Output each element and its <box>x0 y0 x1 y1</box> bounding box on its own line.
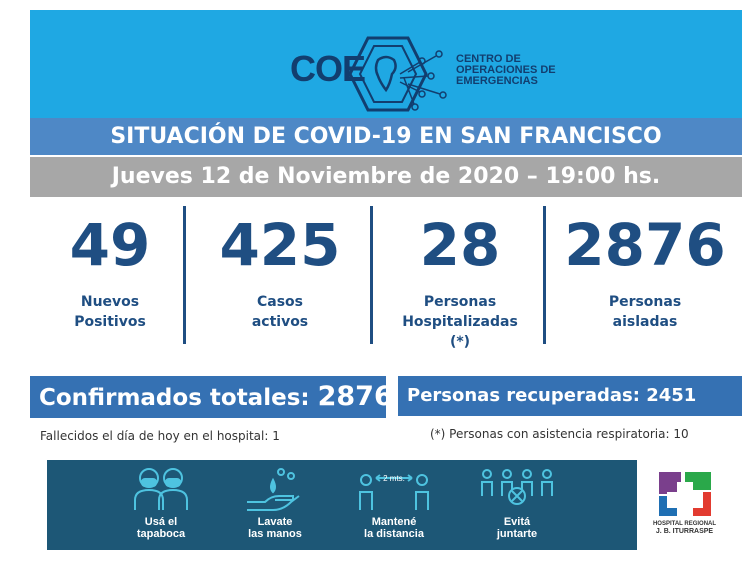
stat-label: Nuevos Positivos <box>40 292 180 332</box>
stat-label-line-1: Casos <box>256 294 303 310</box>
tip-label-line-1: Evitá <box>503 516 531 528</box>
logo-line-2: OPERACIONES DE <box>456 64 556 76</box>
stat-label-line-2: Hospitalizadas <box>402 314 518 330</box>
face-mask-icon <box>134 468 188 510</box>
prevention-banner: Usá el tapaboca Lavate las manos 2 mts. … <box>47 460 637 550</box>
confirmed-label: Confirmados totales: <box>39 385 310 411</box>
tip-mask: Usá el tapaboca <box>111 466 211 540</box>
logo-line-1: CENTRO DE <box>456 53 521 65</box>
logo-line-3: EMERGENCIAS <box>456 75 538 87</box>
tip-label-line-2: tapaboca <box>136 528 186 540</box>
hospital-name: HOSPITAL REGIONAL J. B. ITURRASPE <box>637 520 732 536</box>
tip-distance: 2 mts. Mantené la distancia <box>344 466 444 540</box>
confirmed-total-box: Confirmados totales: 2876 <box>30 376 393 418</box>
stat-label-line-1: Personas <box>608 294 682 310</box>
stat-active-cases: 425 Casos activos <box>195 210 365 332</box>
stat-label: Personas Hospitalizadas (*) <box>385 292 535 352</box>
stat-label-line-1: Nuevos <box>80 294 140 310</box>
stat-label-line-1: Personas <box>423 294 497 310</box>
stat-hospitalized: 28 Personas Hospitalizadas (*) <box>385 210 535 352</box>
respiratory-note: (*) Personas con asistencia respiratoria… <box>430 427 689 441</box>
hospital-line-2: J. B. ITURRASPE <box>655 528 714 535</box>
tip-label-line-1: Usá el <box>144 516 178 528</box>
stat-label-line-2: aisladas <box>612 314 678 330</box>
tip-handwash: Lavate las manos <box>225 466 325 540</box>
hospital-line-1: HOSPITAL REGIONAL <box>652 521 717 527</box>
tip-label-line-2: juntarte <box>496 528 538 540</box>
hospital-cross-icon <box>659 472 711 518</box>
tip-label-line-2: la distancia <box>364 528 424 540</box>
stat-divider <box>543 206 546 344</box>
coe-logo: COE CENTRO DE OPERACIONES DE EMERGENCIAS <box>278 24 588 112</box>
stat-label-line-2: Positivos <box>74 314 146 330</box>
tip-label-line-2: las manos <box>248 528 302 540</box>
tip-label-line-1: Lavate <box>257 516 293 528</box>
report-date: Jueves 12 de Noviembre de 2020 – 19:00 h… <box>30 157 742 197</box>
tip-label: Lavate las manos <box>225 516 325 540</box>
stat-divider <box>183 206 186 344</box>
tip-label-line-1: Mantené <box>371 516 417 528</box>
stat-new-positives: 49 Nuevos Positivos <box>40 210 180 332</box>
page-title: SITUACIÓN DE COVID-19 EN SAN FRANCISCO <box>30 118 742 155</box>
confirmed-value: 2876 <box>317 381 393 412</box>
stat-label-line-3: (*) <box>449 334 471 350</box>
tip-label: Usá el tapaboca <box>111 516 211 540</box>
hospital-logo: HOSPITAL REGIONAL J. B. ITURRASPE <box>637 460 732 550</box>
tip-label: Mantené la distancia <box>344 516 444 540</box>
no-gathering-icon <box>481 469 553 505</box>
tip-label: Evitá juntarte <box>467 516 567 540</box>
stat-value: 28 <box>419 211 501 279</box>
stat-label: Personas aisladas <box>550 292 740 332</box>
stat-label-line-2: activos <box>251 314 309 330</box>
stat-value: 49 <box>69 211 151 279</box>
stat-label: Casos activos <box>195 292 365 332</box>
social-distance-icon <box>359 474 429 510</box>
tip-gathering: Evitá juntarte <box>467 466 567 540</box>
stat-value: 2876 <box>564 211 726 279</box>
stat-isolated: 2876 Personas aisladas <box>550 210 740 332</box>
stat-value: 425 <box>219 211 341 279</box>
hand-wash-icon <box>247 468 300 511</box>
deaths-note: Fallecidos el día de hoy en el hospital:… <box>40 429 280 443</box>
header-banner: COE CENTRO DE OPERACIONES DE EMERGENCIAS <box>30 10 742 118</box>
distance-label: 2 mts. <box>383 474 405 483</box>
logo-text: CENTRO DE OPERACIONES DE EMERGENCIAS <box>456 54 556 87</box>
network-hexagon-icon <box>348 36 447 112</box>
recovered-box: Personas recuperadas: 2451 <box>398 376 742 416</box>
stat-divider <box>370 206 373 344</box>
